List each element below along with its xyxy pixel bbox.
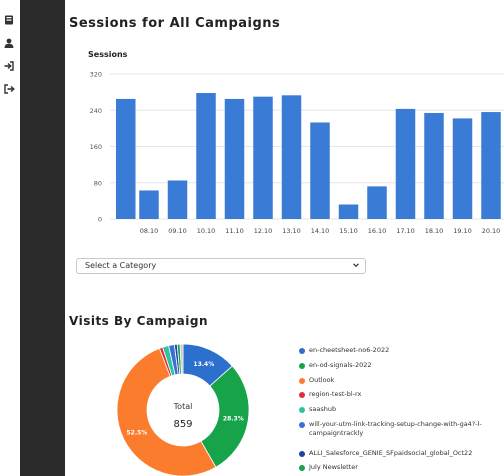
x-tick-label: 18.10 [425,227,444,235]
x-tick-label: 16.10 [368,227,387,235]
slice-label: 52.5% [127,429,148,436]
bar [481,112,501,219]
main-content: Sessions for All Campaigns Sessions 0 80 1… [65,0,504,476]
x-tick-label: 12.10 [254,227,273,235]
x-tick-label: 15.10 [339,227,358,235]
legend-swatch [299,450,305,457]
legend-swatch [299,362,305,369]
bar [338,204,359,219]
legend-swatch [299,348,305,354]
x-tick-label: 17.10 [396,227,415,235]
legend-label: will-your-utm-link-tracking-setup-change… [309,420,482,437]
bar [253,96,273,219]
bar [310,122,330,219]
x-tick-label: 13.10 [282,227,301,235]
sessions-bar-chart: Sessions 0 80 160 240 320 08.10 09.10 10.10 11.… [88,50,504,235]
sessions-title: Sessions for All Campaigns [69,16,281,31]
x-tick-label: 19.10 [453,227,472,235]
sign-out-icon[interactable] [3,83,15,95]
donut-center-value: 859 [173,419,193,430]
legend-label: region-test-bl-rx [309,390,362,399]
pie-slice [200,365,250,468]
bar [424,112,444,219]
legend-swatch [299,377,305,384]
bar [167,180,188,219]
x-tick-label: 14.10 [311,227,330,235]
x-tick-label: 09.10 [168,227,187,235]
y-tick-label: 240 [90,107,102,115]
bar [367,186,387,219]
pie-slice [179,343,184,375]
chart-title: Sessions [88,50,128,59]
bar [196,93,216,219]
visits-title: Visits By Campaign [69,314,208,328]
donut-center-label: Total [173,402,193,411]
x-tick-label: 20.10 [482,227,501,235]
pie-slice [116,347,217,476]
legend-swatch [299,392,305,399]
visits-donut-chart: 13.4% 28.3% 52.5% [116,343,250,476]
dark-sidebar [20,0,65,476]
legend-swatch [299,465,305,472]
bar [224,98,245,219]
legend-label: Outlook [309,375,335,384]
y-tick-label: 320 [90,71,102,79]
x-tick-label: 10.10 [197,227,216,235]
icon-sidebar [0,0,20,476]
y-tick-label: 80 [94,179,102,187]
bar [395,108,416,219]
slice-label: 13.4% [193,361,214,368]
y-tick-label: 0 [98,216,102,224]
slice-label: 28.3% [223,416,244,423]
sign-in-icon[interactable] [3,60,15,72]
legend-swatch [299,407,305,414]
legend-label: en-cheetsheet-no6-2022 [309,346,390,354]
y-tick-label: 160 [90,143,102,151]
legend-label: en-od-signals-2022 [309,360,372,369]
x-tick-label: 11.10 [225,227,244,235]
legend-label: saashub [309,405,337,414]
bar [116,98,136,219]
user-icon[interactable] [3,37,15,49]
category-select-value: Select a Category [85,261,157,270]
legend-label: July Newsletter [309,463,358,472]
database-icon[interactable] [3,14,15,26]
bar [281,95,302,219]
x-tick-label: 08.10 [140,227,159,235]
category-select[interactable]: Select a Category [76,258,366,274]
chevron-down-icon [353,263,359,268]
bar [139,190,159,219]
legend-label: ALLI_Salesforce_GENIE_SFpaidsocial_globa… [309,448,473,457]
bar [452,118,473,219]
legend-swatch [299,422,305,428]
